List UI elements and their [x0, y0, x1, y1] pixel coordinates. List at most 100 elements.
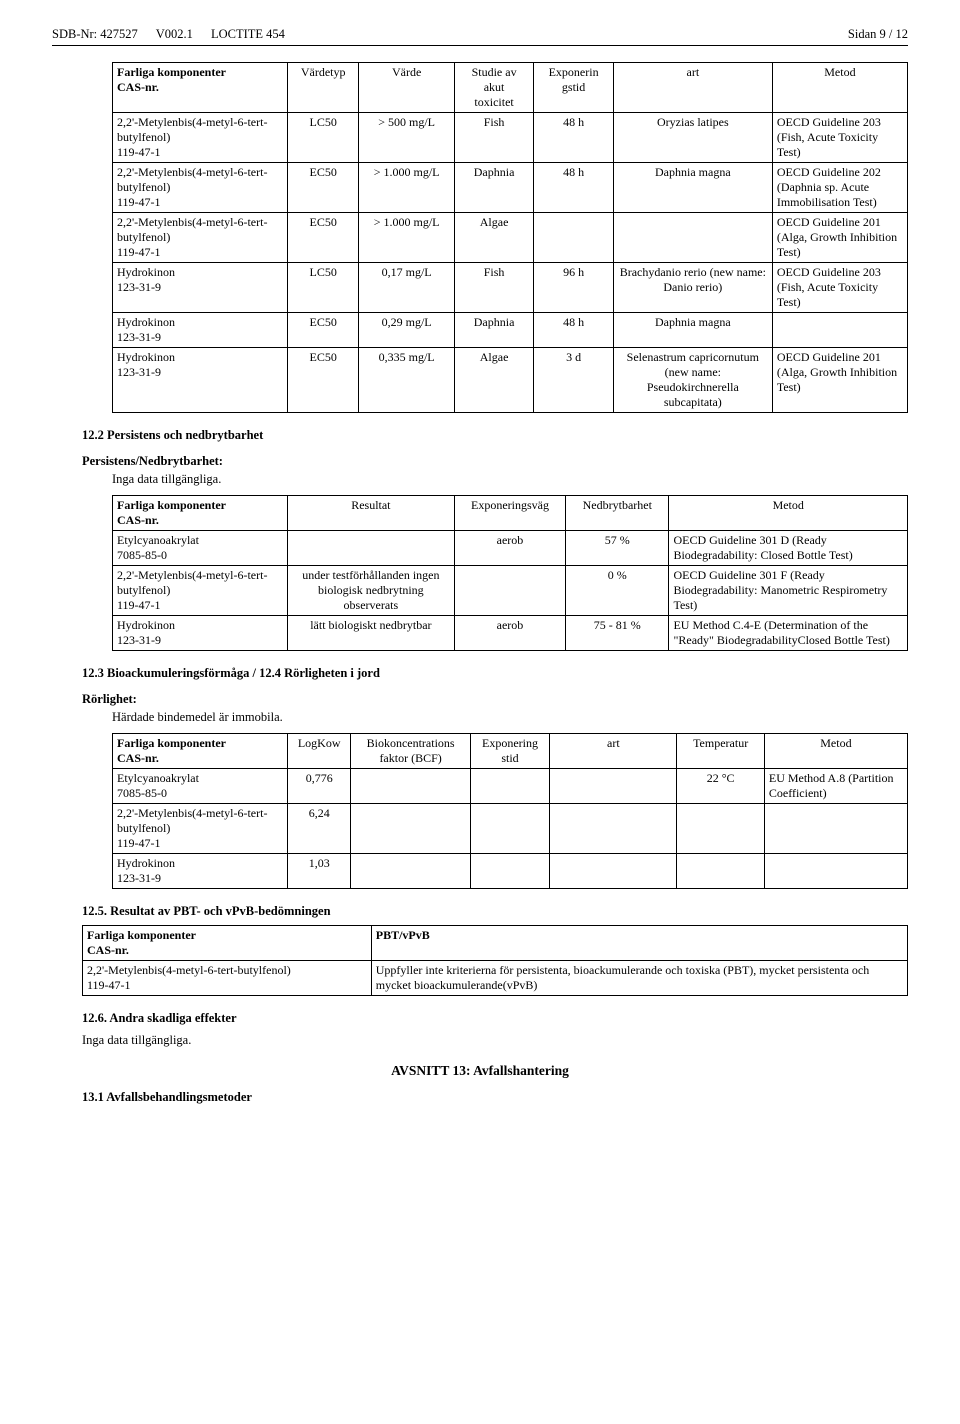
column-header: Nedbrytbarhet — [566, 496, 669, 531]
table-cell: under testförhållanden ingen biologisk n… — [287, 566, 454, 616]
column-header: PBT/vPvB — [371, 926, 907, 961]
table-cell: EC50 — [287, 213, 359, 263]
table-cell: 0,29 mg/L — [359, 313, 454, 348]
column-header: Exponerin gstid — [534, 63, 614, 113]
table-cell — [454, 566, 565, 616]
table-cell: lätt biologiskt nedbrytbar — [287, 616, 454, 651]
table-cell — [351, 804, 470, 854]
table-cell: EU Method A.8 (Partition Coefficient) — [764, 769, 907, 804]
page-number: Sidan 9 / 12 — [848, 26, 908, 42]
table-cell — [613, 213, 772, 263]
biodeg-table-wrap: Farliga komponenter CAS-nr.ResultatExpon… — [52, 495, 908, 651]
column-header: Studie av akut toxicitet — [454, 63, 534, 113]
page-header: SDB-Nr: 427527 V002.1 LOCTITE 454 Sidan … — [52, 26, 908, 42]
table-cell: OECD Guideline 301 F (Ready Biodegradabi… — [669, 566, 908, 616]
table-cell: Fish — [454, 263, 534, 313]
column-header: Värdetyp — [287, 63, 359, 113]
table-cell: Daphnia — [454, 313, 534, 348]
column-header: Resultat — [287, 496, 454, 531]
table-cell — [351, 769, 470, 804]
table-cell: Brachydanio rerio (new name: Danio rerio… — [613, 263, 772, 313]
table-cell — [677, 854, 764, 889]
table-cell: 2,2'-Metylenbis(4-metyl-6-tert-butylfeno… — [113, 804, 288, 854]
table-cell: Daphnia — [454, 163, 534, 213]
table-cell: Fish — [454, 113, 534, 163]
table-cell: 75 - 81 % — [566, 616, 669, 651]
table-cell: OECD Guideline 201 (Alga, Growth Inhibit… — [772, 213, 907, 263]
table-cell: Hydrokinon 123-31-9 — [113, 854, 288, 889]
section-12-5-title: 12.5. Resultat av PBT- och vPvB-bedömnin… — [52, 903, 908, 919]
table-cell: 2,2'-Metylenbis(4-metyl-6-tert-butylfeno… — [83, 961, 372, 996]
toxicity-table-wrap: Farliga komponenter CAS-nr.VärdetypVärde… — [52, 62, 908, 413]
table-cell: 2,2'-Metylenbis(4-metyl-6-tert-butylfeno… — [113, 113, 288, 163]
table-cell: LC50 — [287, 263, 359, 313]
header-rule — [52, 45, 908, 46]
table-cell: > 1.000 mg/L — [359, 163, 454, 213]
section-13-1-title: 13.1 Avfallsbehandlingsmetoder — [52, 1089, 908, 1105]
column-header: Metod — [764, 734, 907, 769]
table-cell: Daphnia magna — [613, 313, 772, 348]
table-cell: 0,335 mg/L — [359, 348, 454, 413]
table-cell — [550, 854, 677, 889]
column-header: Farliga komponenter CAS-nr. — [113, 63, 288, 113]
product-name: LOCTITE 454 — [211, 26, 285, 42]
section-13-title: AVSNITT 13: Avfallshantering — [52, 1062, 908, 1079]
table-cell: 0,17 mg/L — [359, 263, 454, 313]
biodeg-table: Farliga komponenter CAS-nr.ResultatExpon… — [112, 495, 908, 651]
table-cell — [470, 769, 550, 804]
table-cell: Etylcyanoakrylat 7085-85-0 — [113, 531, 288, 566]
table-cell: 48 h — [534, 163, 614, 213]
table-cell: Algae — [454, 213, 534, 263]
persistence-text: Inga data tillgängliga. — [52, 471, 908, 487]
table-cell: 2,2'-Metylenbis(4-metyl-6-tert-butylfeno… — [113, 566, 288, 616]
column-header: Farliga komponenter CAS-nr. — [113, 734, 288, 769]
table-cell: Hydrokinon 123-31-9 — [113, 616, 288, 651]
table-cell: OECD Guideline 203 (Fish, Acute Toxicity… — [772, 113, 907, 163]
bioaccum-table-wrap: Farliga komponenter CAS-nr.LogKowBiokonc… — [52, 733, 908, 889]
table-cell: 2,2'-Metylenbis(4-metyl-6-tert-butylfeno… — [113, 163, 288, 213]
table-cell — [677, 804, 764, 854]
table-cell: Algae — [454, 348, 534, 413]
table-cell: 96 h — [534, 263, 614, 313]
table-cell: 22 °C — [677, 769, 764, 804]
table-cell: Etylcyanoakrylat 7085-85-0 — [113, 769, 288, 804]
table-cell: Hydrokinon 123-31-9 — [113, 263, 288, 313]
table-cell: Oryzias latipes — [613, 113, 772, 163]
table-cell: aerob — [454, 531, 565, 566]
table-cell — [287, 531, 454, 566]
pbt-table-wrap: Farliga komponenter CAS-nr.PBT/vPvB2,2'-… — [52, 925, 908, 996]
column-header: Exponeringsväg — [454, 496, 565, 531]
column-header: LogKow — [287, 734, 351, 769]
table-cell — [772, 313, 907, 348]
table-cell: 3 d — [534, 348, 614, 413]
table-cell — [351, 854, 470, 889]
table-cell: 48 h — [534, 313, 614, 348]
toxicity-table: Farliga komponenter CAS-nr.VärdetypVärde… — [112, 62, 908, 413]
table-cell: 6,24 — [287, 804, 351, 854]
section-12-2-title: 12.2 Persistens och nedbrytbarhet — [52, 427, 908, 443]
table-cell: EU Method C.4-E (Determination of the "R… — [669, 616, 908, 651]
s12-6-text: Inga data tillgängliga. — [52, 1032, 908, 1048]
table-cell — [550, 804, 677, 854]
mobility-text: Härdade bindemedel är immobila. — [52, 709, 908, 725]
column-header: Farliga komponenter CAS-nr. — [83, 926, 372, 961]
table-cell: OECD Guideline 201 (Alga, Growth Inhibit… — [772, 348, 907, 413]
table-cell: aerob — [454, 616, 565, 651]
table-cell: 57 % — [566, 531, 669, 566]
table-cell: EC50 — [287, 163, 359, 213]
section-12-3-title: 12.3 Bioackumuleringsförmåga / 12.4 Rörl… — [52, 665, 908, 681]
table-cell: Hydrokinon 123-31-9 — [113, 348, 288, 413]
column-header: Temperatur — [677, 734, 764, 769]
column-header: Biokoncentrations faktor (BCF) — [351, 734, 470, 769]
column-header: Metod — [772, 63, 907, 113]
table-cell — [764, 804, 907, 854]
section-12-6-title: 12.6. Andra skadliga effekter — [52, 1010, 908, 1026]
table-cell: Hydrokinon 123-31-9 — [113, 313, 288, 348]
table-cell: EC50 — [287, 348, 359, 413]
column-header: Värde — [359, 63, 454, 113]
table-cell: Uppfyller inte kriterierna för persisten… — [371, 961, 907, 996]
table-cell: EC50 — [287, 313, 359, 348]
table-cell: 2,2'-Metylenbis(4-metyl-6-tert-butylfeno… — [113, 213, 288, 263]
table-cell — [534, 213, 614, 263]
column-header: Farliga komponenter CAS-nr. — [113, 496, 288, 531]
